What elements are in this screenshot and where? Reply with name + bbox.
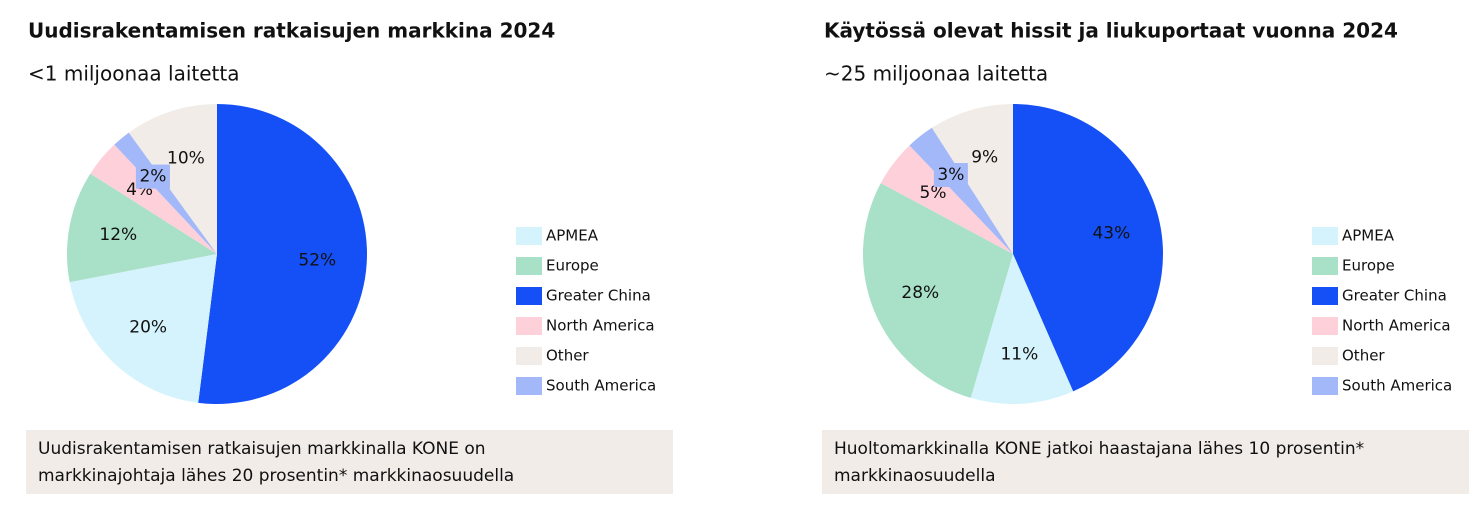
annotation-line: Uudisrakentamisen ratkaisujen markkinall… — [38, 439, 486, 459]
legend-swatch — [516, 347, 542, 365]
label-box — [933, 163, 968, 188]
annotation-box — [26, 430, 673, 494]
legend-swatch — [1312, 287, 1338, 305]
legend-label: North America — [546, 317, 655, 335]
legend-swatch — [516, 377, 542, 395]
data-label: 5% — [920, 183, 947, 203]
pie-slice — [862, 183, 1013, 398]
label-box — [135, 164, 170, 189]
data-label: 12% — [99, 225, 137, 245]
legend-swatch — [1312, 227, 1338, 245]
data-label: 11% — [1000, 344, 1038, 364]
legend-swatch — [1312, 257, 1338, 275]
data-label: 3% — [937, 165, 964, 185]
legend-label: Greater China — [1342, 287, 1447, 305]
legend-label: South America — [1342, 377, 1452, 395]
legend-swatch — [516, 227, 542, 245]
data-label: 10% — [167, 148, 205, 168]
annotation-line: markkinaosuudella — [834, 466, 996, 486]
data-label: 43% — [1092, 223, 1130, 243]
pie-slice — [128, 104, 217, 254]
pie-slice — [90, 144, 217, 254]
data-label: 52% — [298, 250, 336, 270]
pie-slice — [114, 132, 217, 254]
pie-slice — [69, 254, 217, 403]
data-label: 28% — [901, 283, 939, 303]
chart-title: Käytössä olevat hissit ja liukuportaat v… — [824, 19, 1398, 43]
annotation-box — [822, 430, 1469, 494]
legend-label: Greater China — [546, 287, 651, 305]
legend-swatch — [1312, 347, 1338, 365]
legend-label: South America — [546, 377, 656, 395]
annotation-line: markkinajohtaja lähes 20 prosentin* mark… — [38, 466, 514, 486]
legend-label: Other — [546, 347, 589, 365]
pie-slice — [880, 145, 1013, 254]
legend-label: Europe — [546, 257, 599, 275]
data-label: 9% — [971, 148, 998, 168]
legend-label: Europe — [1342, 257, 1395, 275]
pie-slice — [1013, 104, 1163, 392]
pie-slice — [198, 104, 367, 404]
legend-label: APMEA — [1342, 227, 1395, 245]
legend-swatch — [1312, 317, 1338, 335]
chart-title: Uudisrakentamisen ratkaisujen markkina 2… — [28, 19, 555, 43]
legend-label: Other — [1342, 347, 1385, 365]
legend-swatch — [1312, 377, 1338, 395]
pie-slice — [931, 104, 1013, 254]
legend-label: APMEA — [546, 227, 599, 245]
legend-label: North America — [1342, 317, 1451, 335]
annotation-line: Huoltomarkkinalla KONE jatkoi haastajana… — [834, 439, 1364, 459]
chart-subtitle: <1 miljoonaa laitetta — [28, 62, 239, 86]
legend-swatch — [516, 317, 542, 335]
chart-subtitle: ~25 miljoonaa laitetta — [824, 62, 1048, 86]
pie-slice — [970, 254, 1074, 404]
pie-slice — [67, 173, 217, 283]
data-label: 20% — [129, 317, 167, 337]
legend-swatch — [516, 257, 542, 275]
pie-slice — [909, 127, 1013, 254]
legend-swatch — [516, 287, 542, 305]
data-label: 2% — [139, 167, 166, 187]
